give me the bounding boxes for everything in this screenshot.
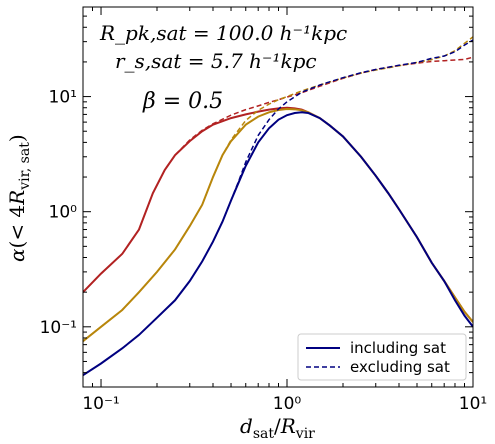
y-tick-label: 10¹ [49, 88, 77, 108]
y-tick-label: 10⁻¹ [40, 318, 77, 338]
plot-area [83, 7, 473, 387]
plot-frame [82, 6, 474, 388]
series-line-4-solid [83, 111, 473, 377]
annotation-rs: r_s,sat = 5.7 h⁻¹kpc [115, 49, 317, 73]
legend-label-excluding: excluding sat [350, 358, 450, 376]
series-layer [83, 36, 473, 377]
y-axis-label: α(< 4Rvir, sat) [5, 134, 33, 262]
annotation-beta: β = 0.5 [142, 89, 223, 114]
annotation-rpk: R_pk,sat = 100.0 h⁻¹kpc [99, 21, 347, 45]
series-line-3-dashed [83, 36, 473, 342]
ticks-layer: 10⁻¹ 10⁰ 10¹ 10⁻¹ 10⁰ 10¹ [40, 7, 487, 414]
series-line-1-dashed [83, 56, 473, 293]
legend-label-including: including sat [350, 339, 446, 357]
x-tick-label: 10⁰ [273, 394, 302, 414]
x-axis-label: dsat/Rvir [240, 414, 315, 442]
series-line-5-dashed [83, 39, 473, 376]
x-tick-label: 10¹ [459, 394, 487, 414]
legend-box [297, 333, 467, 381]
x-tick-label: 10⁻¹ [82, 394, 119, 414]
y-tick-label: 10⁰ [49, 203, 78, 223]
legend: including sat excluding sat [297, 333, 467, 381]
